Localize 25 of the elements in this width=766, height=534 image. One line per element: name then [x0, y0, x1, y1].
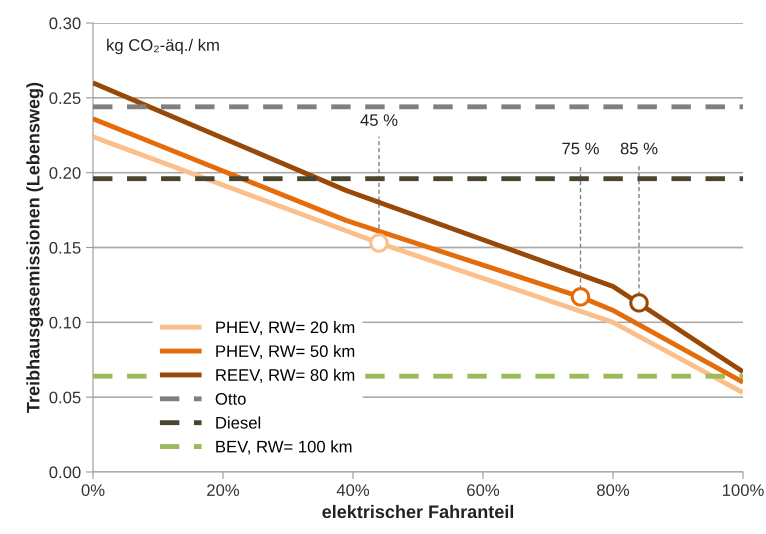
y-tick-label: 0.25	[49, 92, 80, 104]
y-tick-label: 0.05	[49, 392, 80, 404]
legend-label: BEV, RW= 100 km	[216, 440, 352, 455]
x-tick-label: 40%	[336, 484, 370, 496]
x-axis-title: elektrischer Fahranteil	[322, 504, 514, 518]
x-tick-label: 20%	[207, 484, 240, 496]
y-tick-label: 0.10	[49, 316, 81, 329]
x-tick-label: 100%	[722, 484, 764, 496]
legend-label: PHEV, RW= 50 km	[216, 344, 354, 360]
annotation: 45 %	[360, 114, 398, 126]
legend-label: Diesel	[216, 416, 260, 429]
annotation: 85 %	[620, 142, 658, 154]
x-tick-label: 80%	[597, 484, 630, 496]
y-tick-label: 0.00	[49, 466, 81, 478]
x-tick-label: 0%	[82, 484, 104, 496]
annotation: 75 %	[562, 142, 599, 154]
legend-label: PHEV, RW= 20 km	[216, 320, 354, 336]
annotation: kg CO₂-äq./ km	[107, 38, 219, 54]
legend-label: REEV, RW= 80 km	[216, 368, 354, 383]
legend-label: Otto	[216, 393, 246, 405]
y-axis-title: Treibhausgasemissionen (Lebensweg)	[26, 82, 44, 413]
y-tick-label: 0.20	[49, 167, 81, 179]
y-tick-label: 0.30	[49, 17, 81, 30]
x-tick-label: 60%	[467, 484, 500, 496]
y-tick-label: 0.15	[49, 242, 80, 254]
